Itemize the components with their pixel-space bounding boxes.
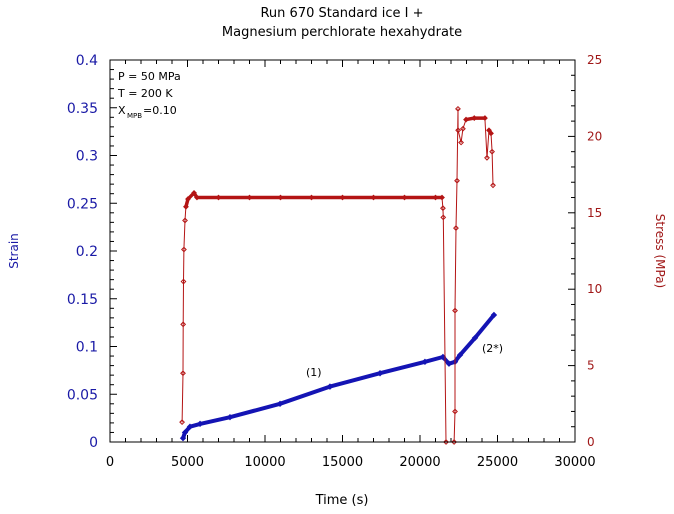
strain-point (181, 429, 189, 436)
stress-series (179, 105, 496, 445)
y-axis-label-right: Stress (MPa) (653, 214, 667, 288)
stress-plateau-segment (487, 128, 493, 136)
strain-point (196, 420, 204, 428)
x-tick-label: 20000 (399, 455, 440, 470)
annotation-fraction-prefix: X (118, 104, 126, 117)
strain-point (226, 413, 234, 421)
plot-frame (109, 59, 576, 443)
stress-point (484, 154, 490, 161)
strain-series (179, 311, 498, 442)
chart-title-line-2: Magnesium perchlorate hexahydrate (222, 25, 462, 40)
y-tick-label-left: 0.05 (67, 387, 98, 403)
stress-point (460, 125, 466, 132)
stress-point (181, 246, 187, 253)
y-axis-label-left: Strain (7, 233, 21, 269)
stress-point (180, 278, 187, 285)
strain-line (181, 313, 496, 441)
stress-point (454, 177, 460, 184)
x-tick-label: 5000 (171, 455, 204, 470)
stress-point (179, 419, 185, 426)
strain-point (490, 311, 498, 319)
y-tick-label-left: 0.15 (67, 292, 98, 308)
x-tick-label: 25000 (477, 455, 518, 470)
x-tick-label: 15000 (322, 455, 363, 470)
stress-line (181, 108, 494, 443)
stress-point (455, 105, 461, 112)
strain-point (471, 334, 479, 342)
strain-point (421, 358, 429, 365)
strain-point (451, 358, 459, 365)
stress-point (453, 225, 459, 231)
x-tick-label: 10000 (244, 455, 285, 470)
stress-point (182, 217, 188, 224)
y-tick-label-left: 0.35 (67, 101, 98, 117)
strain-point (445, 360, 453, 367)
y-tick-label-left: 0.1 (76, 340, 98, 356)
y-tick-label-left: 0.25 (67, 196, 98, 212)
annotation-fraction-value: =0.10 (143, 104, 177, 117)
axis-tick-labels: 0 5000 10000 15000 20000 25000 30000 0 0.05 0.1 0.… (67, 53, 602, 470)
strain-point (376, 370, 384, 377)
stress-point (490, 182, 496, 189)
stress-point (458, 139, 464, 146)
stress-point (180, 370, 186, 377)
series-layer (179, 105, 498, 445)
annotation-segment-1: (1) (306, 366, 322, 379)
strain-point (276, 400, 284, 408)
strain-point (186, 423, 194, 430)
annotation-pressure: P = 50 MPa (118, 70, 181, 83)
y-tick-label-right: 0 (587, 435, 595, 449)
stress-point (489, 148, 495, 155)
y-tick-label-left: 0.4 (76, 53, 98, 69)
x-tick-label: 0 (106, 455, 114, 470)
annotation-segment-2: (2*) (482, 342, 503, 355)
y-tick-label-right: 25 (587, 53, 602, 67)
y-tick-label-left: 0.2 (76, 244, 98, 260)
stress-point (452, 307, 458, 314)
annotation-fraction-subscript: MPB (127, 112, 142, 120)
y-tick-label-right: 10 (587, 282, 602, 296)
y-tick-label-right: 5 (587, 359, 595, 373)
strain-point (326, 383, 334, 390)
y-tick-label-right: 20 (587, 129, 602, 143)
stress-point (180, 321, 187, 328)
stress-point (455, 127, 462, 134)
strain-point (179, 434, 187, 442)
stress-point (440, 205, 446, 212)
x-tick-label: 30000 (554, 455, 595, 470)
strain-point (456, 351, 464, 359)
y-tick-label-left: 0 (89, 435, 98, 451)
stress-point (452, 408, 458, 415)
chart-title-line-1: Run 670 Standard ice I + (260, 6, 423, 21)
y-tick-label-left: 0.3 (76, 149, 98, 165)
annotation-temperature: T = 200 K (117, 87, 173, 100)
y-tick-label-right: 15 (587, 206, 602, 220)
stress-point (440, 214, 447, 221)
x-axis-label: Time (s) (315, 493, 369, 508)
